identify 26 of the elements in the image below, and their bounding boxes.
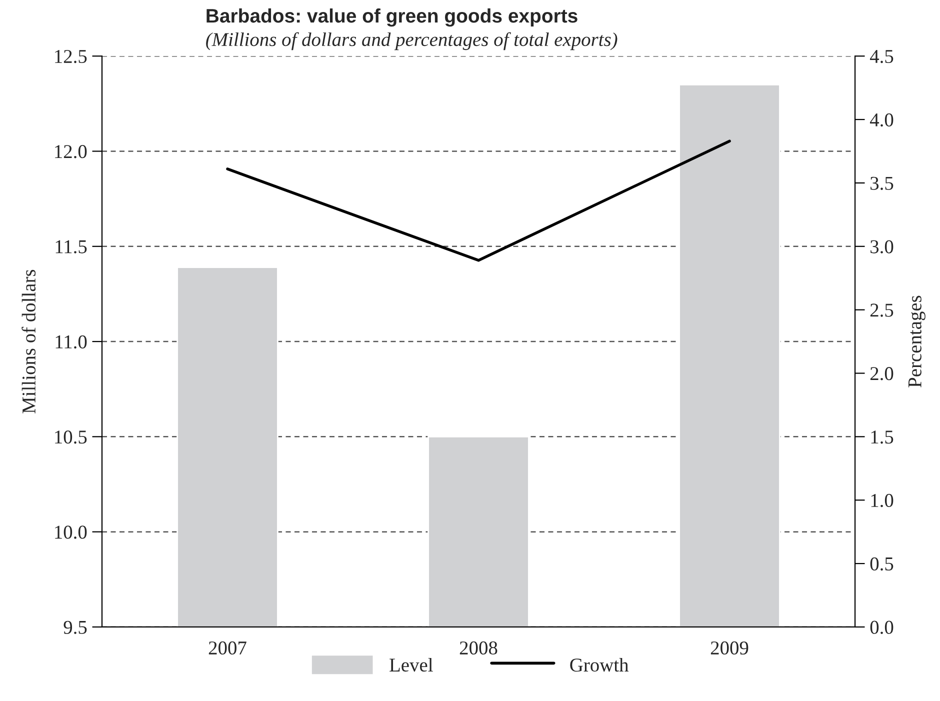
y-tick-label: 10.5: [55, 430, 87, 444]
y-axis-title: Millions of dollars: [22, 270, 36, 414]
y2-tick-label: 0.5: [870, 557, 894, 571]
y2-tick-label: 2.0: [870, 367, 894, 380]
y2-tick-label: 2.5: [870, 304, 894, 317]
y-tick-label: 12.0: [55, 145, 87, 158]
y-tick-label: 11.5: [56, 240, 87, 254]
x-tick-label: 2008: [460, 641, 498, 655]
y-tick-label: 9.5: [64, 620, 87, 634]
y2-tick-label: 4.5: [870, 50, 894, 64]
y2-tick-label: 3.0: [870, 240, 894, 254]
x-tick-label: 2009: [710, 641, 748, 655]
x-tick-label: 2007: [208, 641, 246, 655]
y2-axis-title: Percentages: [908, 296, 926, 388]
y2-tick-label: 3.5: [870, 176, 894, 190]
chart-subtitle: (Millions of dollars and percentages of total exports): [206, 32, 618, 50]
y2-tick-label: 1.0: [871, 494, 894, 508]
y2-tick-label: 0.0: [870, 620, 894, 634]
legend-label: Growth: [570, 658, 629, 672]
legend-label: Level: [390, 658, 433, 672]
y-tick-label: 10.0: [55, 526, 87, 539]
chart-title: Barbados: value of green goods exports: [206, 8, 578, 27]
y-tick-label: 12.5: [55, 50, 87, 64]
y2-tick-label: 4.0: [870, 113, 894, 127]
y2-tick-label: 1.5: [871, 430, 894, 444]
y-tick-label: 11.0: [56, 335, 87, 349]
